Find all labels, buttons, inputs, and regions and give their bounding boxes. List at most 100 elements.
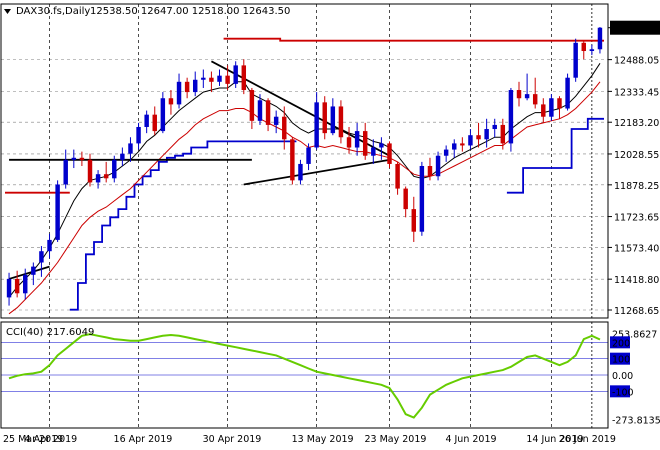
- y-tick-label: 12488.05: [614, 56, 659, 67]
- channel-upper-line: [5, 37, 604, 194]
- candle-body: [217, 75, 222, 82]
- candle-body: [95, 174, 101, 183]
- candle-body: [298, 163, 303, 181]
- candle-body: [23, 274, 28, 294]
- cci-tick-label: -100: [612, 387, 634, 398]
- candle-body: [524, 94, 530, 99]
- cci-tick-label: 200: [612, 338, 630, 349]
- candle-body: [435, 155, 441, 177]
- candle-body: [419, 165, 425, 232]
- y-tick-label: 12333.45: [614, 87, 659, 98]
- candle-body: [168, 98, 174, 105]
- candle-body: [144, 114, 149, 127]
- cci-pane: [1, 322, 608, 428]
- candle-body: [460, 143, 465, 146]
- candle-body: [6, 278, 12, 298]
- cci-level-box: [610, 352, 630, 365]
- candle-body: [128, 143, 133, 154]
- y-tick-label: 11573.40: [614, 243, 659, 254]
- y-tick-label: 12183.20: [614, 118, 659, 129]
- last-price-label: 12643.50: [614, 24, 659, 35]
- cci-tick-label: 100: [612, 355, 630, 366]
- ohlc-label: 12538.50 12647.00 12518.00 12643.50: [90, 6, 290, 17]
- channel-lower-line: [69, 117, 604, 311]
- candle-body: [532, 94, 538, 105]
- candle-body: [476, 135, 481, 140]
- x-tick-label: 25 Mar 2019: [3, 434, 63, 445]
- candle-body: [484, 129, 489, 140]
- candle-body: [314, 102, 319, 148]
- cci-tick-label: -273.8135: [612, 416, 660, 427]
- cci-frame: [0, 321, 609, 429]
- candle-body: [63, 159, 68, 185]
- x-tick-label: 4 Jun 2019: [445, 434, 496, 445]
- candle-body: [176, 81, 182, 105]
- candle-body: [549, 98, 554, 117]
- candle-body: [273, 116, 279, 125]
- cci-tick-label: 253.8627: [612, 330, 657, 341]
- trendline: [210, 60, 390, 157]
- candle-body: [209, 77, 214, 82]
- candle-body: [201, 77, 206, 80]
- x-tick-label: 30 Apr 2019: [203, 434, 262, 445]
- last-price-box: [610, 20, 660, 35]
- candle-body: [241, 65, 247, 91]
- candle-body: [249, 90, 255, 121]
- cci-level-box: [610, 385, 630, 398]
- axes: 12643.50 12488.05 12333.45 12183.20 12028.55…: [0, 3, 660, 445]
- candle-body: [346, 137, 352, 148]
- candle-body: [290, 139, 295, 181]
- candle-body: [443, 149, 449, 156]
- candle-body: [152, 114, 157, 132]
- candle-body: [468, 135, 473, 146]
- y-tick-label: 11268.65: [614, 306, 659, 317]
- price-frame: [0, 3, 609, 319]
- candle-body: [541, 104, 546, 117]
- symbol-label: DAX30.fs,Daily: [16, 6, 90, 17]
- candle-body: [330, 106, 336, 134]
- candle-body: [492, 124, 497, 130]
- candle-body: [597, 27, 603, 50]
- candle-body: [87, 159, 93, 183]
- candle-body: [225, 75, 230, 84]
- candle-body: [306, 147, 311, 164]
- candle-body: [282, 116, 287, 140]
- candle-body: [55, 184, 60, 240]
- candle-body: [184, 81, 190, 93]
- x-tick-label: 23 May 2019: [364, 434, 426, 445]
- candle-body: [192, 79, 198, 93]
- candle-body: [39, 251, 44, 263]
- candle-body: [395, 163, 400, 189]
- candle-body: [79, 157, 85, 160]
- candle-body: [500, 124, 506, 144]
- candle-body: [136, 126, 141, 144]
- candle-body: [508, 90, 514, 144]
- collapse-arrow-icon[interactable]: [4, 9, 11, 14]
- candle-body: [322, 102, 327, 134]
- candle-body: [387, 143, 392, 164]
- candle-body: [31, 266, 36, 275]
- candle-body: [403, 188, 408, 210]
- candle-body: [14, 278, 20, 294]
- cci-level-box: [610, 336, 630, 349]
- candle-body: [233, 65, 238, 84]
- candle-body: [427, 165, 433, 177]
- candle-body: [354, 131, 360, 148]
- cci-line: [8, 333, 601, 419]
- y-tick-label: 11418.80: [614, 275, 659, 286]
- x-tick-label: 4 Apr 2019: [25, 434, 78, 445]
- x-tick-label: 13 May 2019: [292, 434, 354, 445]
- candle-body: [160, 98, 166, 132]
- candle-body: [371, 147, 376, 156]
- candle-body: [581, 42, 586, 52]
- cci-label: CCI(40) 217.6049: [6, 327, 94, 338]
- candle-body: [71, 157, 77, 160]
- candle-body: [589, 49, 595, 52]
- candle-body: [265, 100, 271, 125]
- x-tick-label: 14 Jun 2019: [526, 434, 583, 445]
- y-tick-label: 11723.65: [614, 213, 659, 224]
- candle-body: [103, 174, 109, 179]
- ma-slow-line: [8, 81, 601, 315]
- candle-body: [557, 98, 562, 109]
